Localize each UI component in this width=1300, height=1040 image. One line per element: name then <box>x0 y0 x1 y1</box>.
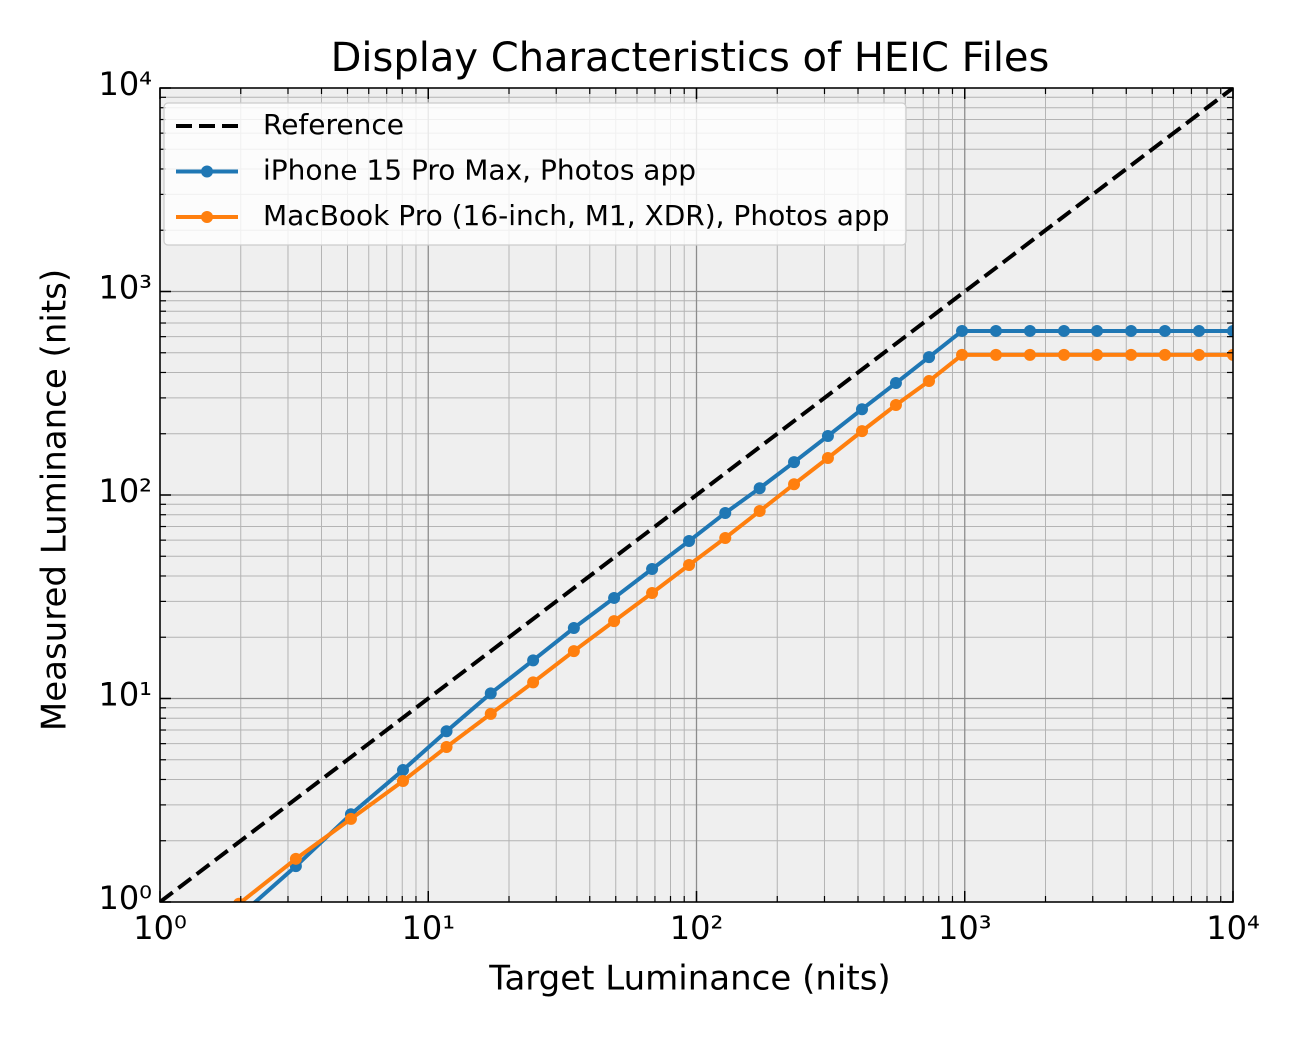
data-point <box>608 591 621 604</box>
data-point <box>440 725 453 738</box>
plot-area <box>160 88 1233 922</box>
data-point <box>484 707 497 720</box>
data-point <box>821 429 834 442</box>
data-point <box>344 812 357 825</box>
x-axis-label: Target Luminance (nits) <box>488 959 890 999</box>
data-point <box>1023 348 1036 361</box>
legend-label: MacBook Pro (16-inch, M1, XDR), Photos a… <box>263 199 890 232</box>
data-point <box>1227 348 1233 361</box>
data-point <box>233 897 245 902</box>
y-tick-label: 10² <box>98 472 152 510</box>
data-point <box>396 775 409 788</box>
data-point <box>1158 348 1171 361</box>
data-point <box>1192 324 1205 337</box>
legend-marker <box>201 165 213 178</box>
data-point <box>1091 324 1104 337</box>
data-point <box>1023 324 1036 337</box>
data-point <box>856 425 869 438</box>
data-point <box>1057 348 1070 361</box>
data-point <box>1125 324 1138 337</box>
y-tick-label: 10⁰ <box>98 879 152 917</box>
data-point <box>527 654 540 667</box>
data-point <box>527 676 540 689</box>
data-point <box>1057 324 1070 337</box>
x-tick-label: 10⁰ <box>133 909 187 947</box>
legend-label: iPhone 15 Pro Max, Photos app <box>263 154 696 187</box>
y-tick-label: 10⁴ <box>98 65 152 103</box>
legend-label: Reference <box>263 108 404 141</box>
data-point <box>719 531 732 544</box>
data-point <box>989 324 1002 337</box>
data-point <box>1158 324 1171 337</box>
y-tick-label: 10¹ <box>98 676 152 714</box>
chart-title: Display Characteristics of HEIC Files <box>331 35 1050 81</box>
data-point <box>956 324 969 337</box>
data-point <box>1227 324 1233 337</box>
data-point <box>956 348 969 361</box>
data-point <box>289 852 302 865</box>
data-point <box>923 375 936 388</box>
data-point <box>567 622 580 635</box>
legend: Reference iPhone 15 Pro Max, Photos app Ma… <box>163 102 907 246</box>
data-point <box>788 456 801 469</box>
data-point <box>1125 348 1138 361</box>
legend-box <box>163 102 907 246</box>
legend-marker <box>201 211 213 223</box>
ticks: 10⁰ 10¹ 10² 10³ 10⁴ 10⁰ 10¹ 10² 10³ 10⁴ <box>98 65 1259 947</box>
x-tick-label: 10² <box>670 909 724 947</box>
x-tick-label: 10¹ <box>401 909 455 947</box>
data-point <box>889 377 902 390</box>
data-point <box>683 535 696 548</box>
data-point <box>1091 348 1104 361</box>
data-point <box>719 506 732 519</box>
data-point <box>753 482 766 495</box>
data-point <box>567 645 580 658</box>
data-point <box>1192 348 1205 361</box>
data-point <box>788 478 801 491</box>
data-point <box>608 615 621 628</box>
y-tick-label: 10³ <box>98 269 152 307</box>
data-point <box>233 910 245 922</box>
data-point <box>989 348 1002 361</box>
data-point <box>396 764 409 777</box>
data-point <box>484 687 497 700</box>
data-point <box>821 451 834 464</box>
data-point <box>440 740 453 753</box>
data-point <box>753 505 766 518</box>
data-point <box>923 351 936 364</box>
x-tick-label: 10³ <box>938 909 992 947</box>
data-point <box>889 398 902 411</box>
data-point <box>856 403 869 416</box>
data-point <box>646 586 659 599</box>
x-tick-label: 10⁴ <box>1206 909 1260 947</box>
data-point <box>683 558 696 571</box>
y-axis-label: Measured Luminance (nits) <box>35 269 75 731</box>
data-point <box>646 562 659 575</box>
series-line <box>160 88 1233 902</box>
